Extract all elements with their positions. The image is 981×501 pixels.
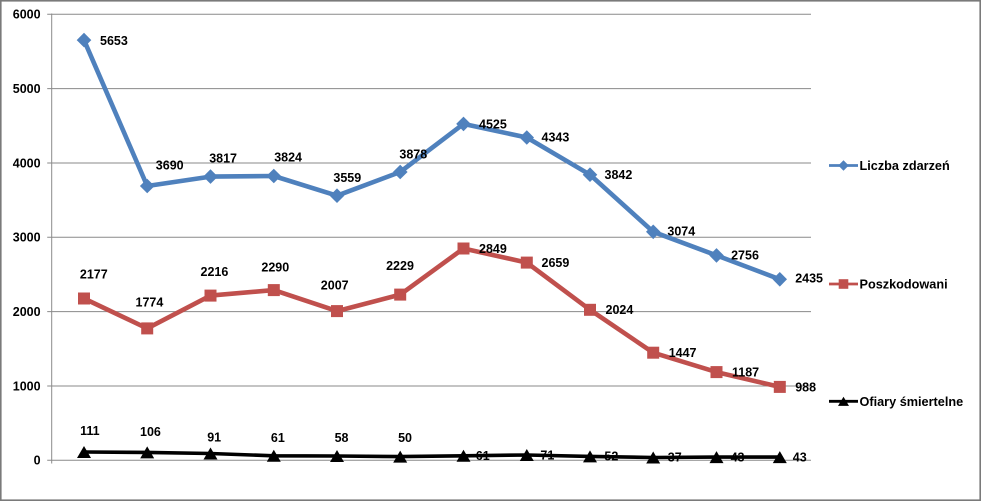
- svg-text:4525: 4525: [479, 117, 507, 131]
- svg-text:2007: 2007: [321, 279, 349, 293]
- svg-text:106: 106: [140, 425, 161, 439]
- svg-text:43: 43: [731, 450, 745, 464]
- svg-text:111: 111: [80, 424, 100, 438]
- svg-text:2435: 2435: [795, 272, 823, 286]
- svg-text:37: 37: [668, 450, 682, 464]
- svg-text:3878: 3878: [399, 147, 427, 161]
- svg-text:5000: 5000: [13, 82, 41, 96]
- svg-text:2024: 2024: [606, 303, 634, 317]
- svg-text:988: 988: [795, 380, 816, 394]
- svg-text:2000: 2000: [13, 305, 41, 319]
- svg-text:71: 71: [540, 448, 554, 462]
- svg-text:3824: 3824: [274, 150, 302, 164]
- svg-text:3559: 3559: [333, 171, 361, 185]
- svg-text:3074: 3074: [667, 225, 695, 239]
- svg-text:2290: 2290: [261, 261, 289, 275]
- svg-text:3690: 3690: [156, 158, 184, 172]
- svg-text:1187: 1187: [732, 366, 759, 380]
- svg-text:2849: 2849: [479, 242, 507, 256]
- svg-text:3817: 3817: [209, 151, 237, 165]
- svg-text:61: 61: [271, 431, 285, 445]
- svg-text:1774: 1774: [136, 295, 164, 309]
- svg-text:4343: 4343: [542, 131, 570, 145]
- svg-text:52: 52: [604, 449, 618, 463]
- svg-text:Ofiary śmiertelne: Ofiary śmiertelne: [860, 395, 964, 409]
- svg-text:3000: 3000: [13, 231, 41, 245]
- svg-text:2177: 2177: [80, 268, 108, 282]
- svg-text:Liczba zdarzeń: Liczba zdarzeń: [860, 159, 950, 173]
- svg-text:1000: 1000: [13, 379, 41, 393]
- svg-text:2756: 2756: [731, 249, 759, 263]
- svg-text:5653: 5653: [100, 34, 128, 48]
- svg-text:6000: 6000: [13, 8, 41, 22]
- svg-text:61: 61: [476, 449, 490, 463]
- svg-text:50: 50: [398, 431, 412, 445]
- svg-text:43: 43: [793, 450, 807, 464]
- svg-text:Poszkodowani: Poszkodowani: [860, 278, 948, 292]
- svg-text:1447: 1447: [669, 346, 697, 360]
- svg-text:4000: 4000: [13, 156, 41, 170]
- svg-text:58: 58: [335, 431, 349, 445]
- svg-text:2659: 2659: [542, 256, 570, 270]
- svg-text:3842: 3842: [605, 168, 633, 182]
- svg-text:2216: 2216: [201, 265, 229, 279]
- svg-text:91: 91: [207, 430, 221, 444]
- svg-text:2229: 2229: [386, 259, 414, 273]
- svg-text:0: 0: [34, 454, 41, 468]
